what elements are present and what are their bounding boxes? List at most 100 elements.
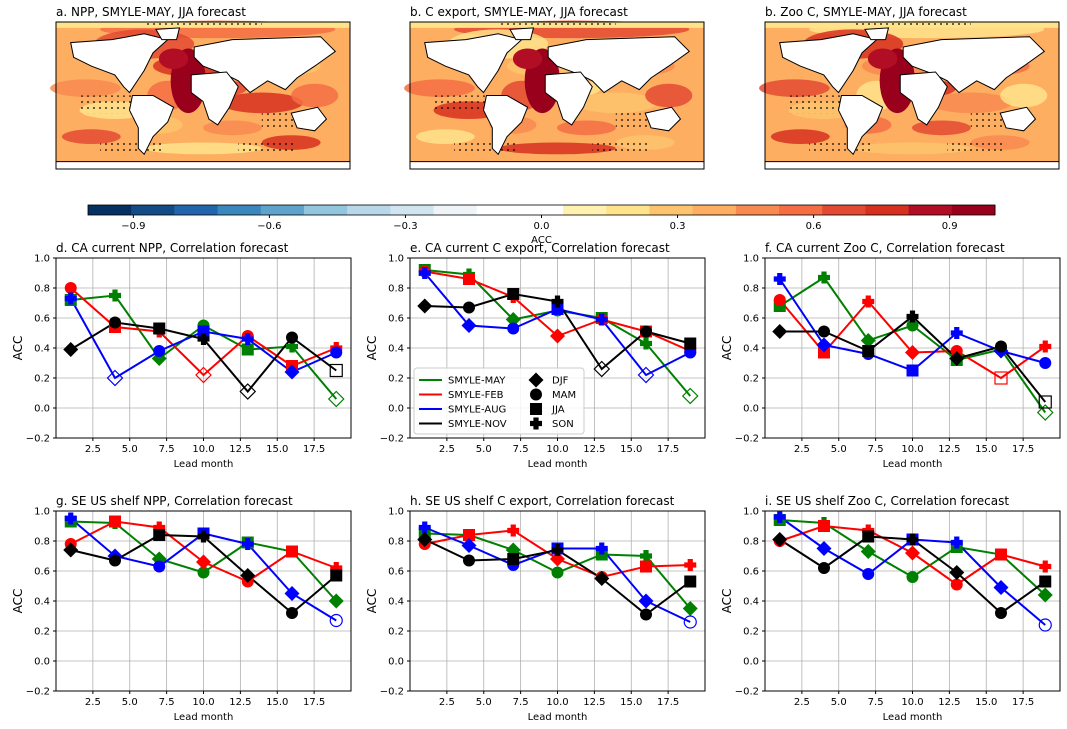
data-point	[153, 529, 166, 541]
data-point	[684, 575, 697, 588]
colorbar-segment	[865, 205, 910, 215]
y-tick-label: 0.2	[743, 374, 759, 385]
data-point	[818, 271, 830, 284]
colorbar-segment	[822, 205, 866, 215]
data-point	[197, 333, 210, 345]
x-axis-label: Lead month	[883, 459, 943, 470]
colorbar-tick-label: 0.0	[534, 221, 550, 232]
x-tick-label: 17.5	[303, 444, 325, 455]
x-tick-label: 5.0	[831, 444, 847, 455]
legend-line-label: SMYLE-NOV	[448, 419, 507, 430]
data-point	[682, 601, 698, 616]
colorbar-tick-label: 0.6	[806, 221, 822, 232]
map-title: b. Zoo C, SMYLE-MAY, JJA forecast	[765, 5, 967, 19]
colorbar-segment	[779, 205, 823, 215]
data-point	[818, 325, 830, 338]
data-point	[109, 289, 121, 302]
map-anomaly-patch	[759, 79, 830, 97]
colorbar-segment	[174, 205, 219, 215]
data-point	[773, 273, 786, 285]
map-continent	[410, 162, 704, 169]
chart-panel: 2.5 5.0 7.5 10.0 12.5 15.0 17.5 −0.2 0.0 0.2 0.4 0.…	[720, 241, 1061, 470]
x-tick-label: 7.5	[159, 697, 175, 708]
y-tick-label: 1.0	[388, 254, 404, 265]
data-point	[860, 544, 876, 559]
data-point	[196, 554, 211, 570]
data-point	[772, 532, 788, 547]
data-point	[906, 533, 919, 546]
x-axis-label: Lead month	[883, 712, 943, 723]
y-tick-label: 1.0	[388, 507, 404, 518]
data-point	[463, 554, 475, 567]
data-point	[550, 328, 565, 344]
colorbar-label: ACC	[531, 235, 552, 246]
y-tick-label: 0.6	[388, 314, 404, 325]
map-stipple-region	[454, 142, 519, 153]
data-point	[551, 303, 564, 315]
x-tick-label: 7.5	[868, 444, 884, 455]
data-point	[637, 366, 655, 384]
x-tick-label: 7.5	[868, 697, 884, 708]
x-tick-label: 12.5	[938, 697, 960, 708]
map-frame	[55, 21, 351, 170]
x-tick-label: 5.0	[122, 444, 138, 455]
map-stipple-region	[433, 95, 487, 114]
series-markers-smyle-aug	[64, 292, 343, 387]
map-frame	[764, 21, 1060, 170]
y-tick-label: −0.2	[380, 434, 404, 445]
data-point	[330, 346, 343, 359]
x-axis-label: Lead month	[528, 712, 588, 723]
colorbar-segment	[951, 205, 996, 215]
map-anomaly-patch	[574, 92, 657, 114]
data-point	[906, 571, 919, 583]
chart-title: e. CA current C export, Correlation fore…	[410, 241, 670, 255]
x-tick-label: 7.5	[513, 697, 529, 708]
x-tick-label: 15.0	[975, 444, 997, 455]
data-point	[862, 345, 875, 357]
colorbar-tick-label: 0.3	[670, 221, 686, 232]
y-tick-label: 0.0	[743, 657, 759, 668]
map-anomaly-patch	[144, 142, 262, 155]
data-point	[594, 571, 610, 586]
colorbar-segment	[303, 205, 348, 215]
data-point	[109, 515, 121, 528]
map-title: a. NPP, SMYLE-MAY, JJA forecast	[56, 5, 246, 19]
legend-marker-label: JJA	[551, 405, 565, 416]
colorbar-segment	[649, 205, 694, 215]
data-point	[950, 536, 963, 549]
colorbar-segment	[88, 205, 132, 215]
map-continent	[839, 96, 883, 155]
y-tick-label: 1.0	[34, 254, 50, 265]
data-point	[507, 322, 520, 335]
colorbar-segment	[347, 205, 391, 215]
data-point	[63, 542, 79, 558]
y-axis-label: ACC	[11, 336, 25, 361]
colorbar-tick-label: 0.9	[942, 221, 958, 232]
data-point	[773, 511, 786, 523]
data-point	[505, 312, 521, 327]
y-tick-label: 0.6	[34, 314, 50, 325]
data-point	[461, 318, 477, 333]
data-point	[595, 313, 608, 326]
colorbar-tick-label: −0.9	[121, 221, 145, 232]
data-point	[862, 568, 875, 580]
data-point	[1038, 395, 1052, 409]
legend-marker-swatch	[528, 372, 544, 388]
map-continent	[903, 37, 1044, 93]
data-point	[463, 529, 475, 541]
data-point	[818, 520, 830, 532]
x-tick-label: 12.5	[583, 697, 605, 708]
x-tick-label: 5.0	[831, 697, 847, 708]
x-tick-label: 2.5	[794, 444, 810, 455]
data-point	[593, 360, 611, 378]
colorbar-tick-label: −0.3	[393, 221, 417, 232]
y-tick-label: 0.8	[743, 537, 759, 548]
data-point	[683, 615, 697, 629]
map-anomaly-patch	[557, 120, 616, 136]
x-tick-label: 10.0	[901, 697, 923, 708]
map-continent	[191, 72, 238, 125]
y-tick-label: 0.6	[34, 567, 50, 578]
map-stipple-region	[144, 22, 262, 28]
data-point	[551, 295, 564, 308]
